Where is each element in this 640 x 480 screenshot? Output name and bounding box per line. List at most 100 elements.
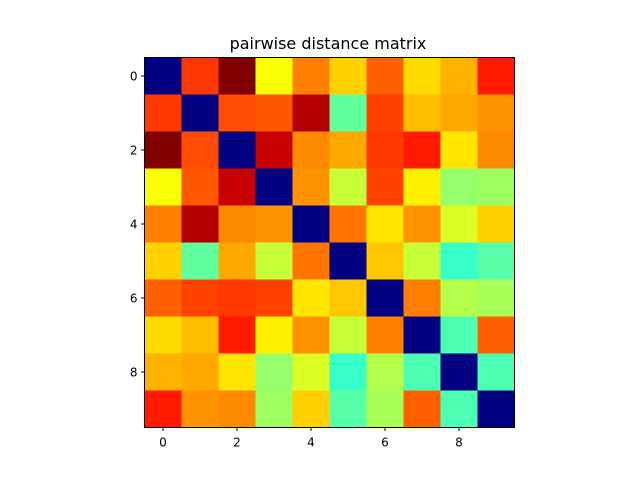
heatmap-cell [218, 205, 256, 243]
heatmap-cell [255, 316, 293, 354]
heatmap-cell [329, 131, 367, 169]
heatmap-cell [292, 242, 330, 280]
heatmap-cell [144, 131, 182, 169]
heatmap-cell [144, 279, 182, 317]
x-tick-label: 4 [307, 436, 315, 450]
heatmap-cell [144, 57, 182, 95]
heatmap-cell [255, 94, 293, 132]
heatmap-cell [144, 242, 182, 280]
heatmap-cell [477, 94, 515, 132]
x-tick-label: 8 [455, 436, 463, 450]
y-tick-label: 6 [130, 292, 138, 306]
heatmap-cell [403, 57, 441, 95]
heatmap-cell [440, 390, 478, 428]
heatmap-cell [218, 279, 256, 317]
heatmap-cell [329, 94, 367, 132]
heatmap-cell [477, 131, 515, 169]
x-tick-label: 2 [233, 436, 241, 450]
y-tick-label: 0 [130, 70, 138, 84]
heatmap-cell [218, 168, 256, 206]
heatmap-cell [181, 353, 219, 391]
heatmap-cell [403, 168, 441, 206]
heatmap-cell [144, 353, 182, 391]
heatmap-cell [292, 316, 330, 354]
heatmap-cell [181, 131, 219, 169]
heatmap-cell [144, 316, 182, 354]
heatmap-cell [477, 279, 515, 317]
heatmap-cell [366, 353, 404, 391]
heatmap-cell [181, 242, 219, 280]
heatmap-cell [181, 57, 219, 95]
y-axis-ticks: 0 2 4 6 8 [130, 70, 145, 380]
heatmap-cell [218, 390, 256, 428]
heatmap-cell [329, 316, 367, 354]
heatmap-cell [292, 205, 330, 243]
heatmap-cell [292, 353, 330, 391]
heatmap-cell [403, 242, 441, 280]
heatmap-cell [477, 242, 515, 280]
heatmap-cell [403, 94, 441, 132]
heatmap-cell [218, 131, 256, 169]
heatmap-cell [181, 168, 219, 206]
heatmap-cell [477, 390, 515, 428]
heatmap-cell [477, 316, 515, 354]
y-tick-label: 2 [130, 144, 138, 158]
heatmap-cell [292, 279, 330, 317]
heatmap-cell [440, 242, 478, 280]
y-tick-label: 4 [130, 218, 138, 232]
heatmap-cell [440, 205, 478, 243]
heatmap-cell [329, 279, 367, 317]
heatmap-cell [292, 57, 330, 95]
heatmap-cell [255, 242, 293, 280]
heatmap-cells [144, 57, 515, 428]
heatmap-cell [366, 205, 404, 243]
heatmap-cell [440, 168, 478, 206]
heatmap-cell [255, 390, 293, 428]
heatmap-cell [440, 279, 478, 317]
plot-frame [144, 57, 515, 428]
heatmap-cell [440, 131, 478, 169]
heatmap-cell [144, 168, 182, 206]
heatmap-cell [477, 353, 515, 391]
heatmap-cell [329, 205, 367, 243]
heatmap-cell [403, 279, 441, 317]
heatmap-cell [477, 57, 515, 95]
heatmap-cell [181, 205, 219, 243]
chart-title: pairwise distance matrix [230, 34, 427, 53]
heatmap-cell [366, 316, 404, 354]
heatmap-cell [329, 168, 367, 206]
heatmap-cell [144, 94, 182, 132]
x-tick-label: 6 [381, 436, 389, 450]
heatmap-cell [403, 390, 441, 428]
x-tick-label: 0 [159, 436, 167, 450]
y-tick-label: 8 [130, 366, 138, 380]
heatmap-cell [292, 390, 330, 428]
heatmap-cell [440, 353, 478, 391]
heatmap-cell [440, 316, 478, 354]
heatmap-cell [440, 57, 478, 95]
heatmap-cell [403, 353, 441, 391]
heatmap-cell [366, 168, 404, 206]
heatmap-cell [181, 279, 219, 317]
heatmap-cell [255, 353, 293, 391]
heatmap-cell [329, 390, 367, 428]
heatmap-cell [366, 242, 404, 280]
heatmap-cell [440, 94, 478, 132]
heatmap-cell [477, 168, 515, 206]
heatmap-cell [366, 390, 404, 428]
heatmap-cell [255, 205, 293, 243]
heatmap-cell [292, 94, 330, 132]
heatmap-cell [181, 390, 219, 428]
heatmap-cell [403, 131, 441, 169]
heatmap-cell [366, 131, 404, 169]
heatmap-cell [218, 94, 256, 132]
heatmap-cell [144, 205, 182, 243]
heatmap-cell [255, 279, 293, 317]
heatmap-cell [366, 279, 404, 317]
heatmap-cell [329, 242, 367, 280]
heatmap-cell [255, 57, 293, 95]
heatmap-cell [366, 94, 404, 132]
heatmap-cell [292, 168, 330, 206]
heatmap-cell [218, 316, 256, 354]
